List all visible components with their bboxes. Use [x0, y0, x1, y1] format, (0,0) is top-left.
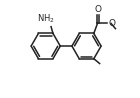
- Text: O: O: [108, 19, 115, 28]
- Text: O: O: [95, 5, 102, 14]
- Text: NH$_2$: NH$_2$: [37, 13, 55, 25]
